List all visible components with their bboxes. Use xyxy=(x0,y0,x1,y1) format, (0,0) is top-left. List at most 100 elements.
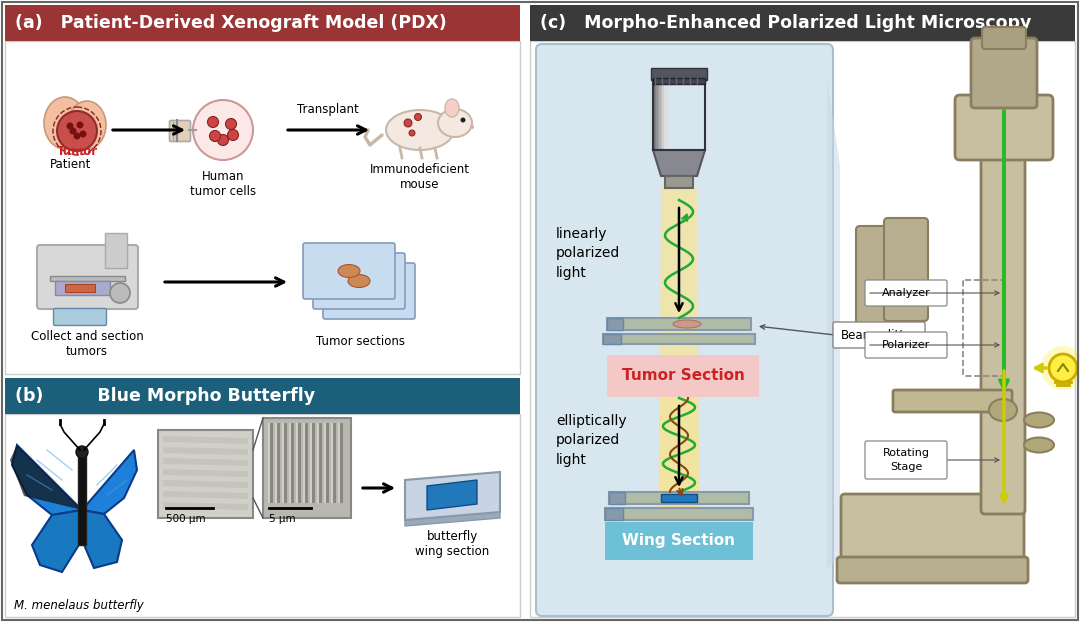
Polygon shape xyxy=(10,445,82,510)
Polygon shape xyxy=(603,334,755,344)
Ellipse shape xyxy=(386,110,454,150)
Bar xyxy=(530,41,1075,617)
Circle shape xyxy=(57,111,97,151)
Polygon shape xyxy=(268,423,270,503)
Text: Wing Section: Wing Section xyxy=(622,534,735,549)
Bar xyxy=(654,80,659,150)
Bar xyxy=(659,80,663,150)
Ellipse shape xyxy=(673,320,701,328)
Text: elliptically
polarized
light: elliptically polarized light xyxy=(556,414,626,466)
Bar xyxy=(661,80,664,150)
Polygon shape xyxy=(427,480,477,510)
Polygon shape xyxy=(282,423,284,503)
Bar xyxy=(158,430,253,518)
Polygon shape xyxy=(319,423,322,503)
Bar xyxy=(609,492,625,504)
Circle shape xyxy=(228,129,239,141)
Text: Tumor: Tumor xyxy=(56,145,97,158)
Bar xyxy=(264,418,351,518)
Ellipse shape xyxy=(348,274,370,287)
Bar xyxy=(65,284,95,292)
Bar xyxy=(653,80,657,150)
Polygon shape xyxy=(12,445,82,515)
FancyBboxPatch shape xyxy=(981,116,1025,514)
Polygon shape xyxy=(291,423,294,503)
Polygon shape xyxy=(653,150,705,176)
Polygon shape xyxy=(275,423,276,503)
Text: Tumor sections: Tumor sections xyxy=(315,335,405,348)
Polygon shape xyxy=(658,398,700,510)
Polygon shape xyxy=(324,423,326,503)
FancyBboxPatch shape xyxy=(170,121,190,141)
Polygon shape xyxy=(333,423,336,503)
FancyBboxPatch shape xyxy=(856,226,902,329)
Polygon shape xyxy=(318,423,319,503)
Text: Beamsplitter: Beamsplitter xyxy=(841,328,917,341)
Bar xyxy=(78,455,86,545)
Polygon shape xyxy=(338,423,340,503)
Bar xyxy=(5,414,519,617)
Polygon shape xyxy=(276,423,280,503)
Circle shape xyxy=(76,446,87,458)
Polygon shape xyxy=(163,502,248,510)
Polygon shape xyxy=(82,450,137,514)
FancyBboxPatch shape xyxy=(313,253,405,309)
Bar xyxy=(656,80,660,150)
Circle shape xyxy=(404,119,411,127)
Polygon shape xyxy=(405,472,500,520)
Bar xyxy=(530,5,1075,41)
Polygon shape xyxy=(312,423,315,503)
Bar xyxy=(661,494,697,502)
Bar xyxy=(605,508,623,520)
FancyBboxPatch shape xyxy=(833,322,924,348)
Circle shape xyxy=(1041,346,1080,390)
Ellipse shape xyxy=(438,109,472,137)
Text: 500 μm: 500 μm xyxy=(166,514,205,524)
Bar xyxy=(5,41,519,374)
FancyBboxPatch shape xyxy=(865,441,947,479)
Circle shape xyxy=(210,131,220,141)
Text: M. menelaus butterfly: M. menelaus butterfly xyxy=(14,599,144,612)
Text: Patient: Patient xyxy=(50,158,92,171)
Polygon shape xyxy=(303,423,305,503)
Bar xyxy=(603,334,621,344)
Polygon shape xyxy=(296,423,298,503)
FancyBboxPatch shape xyxy=(982,27,1026,49)
Bar xyxy=(105,233,127,268)
Circle shape xyxy=(207,116,218,128)
FancyBboxPatch shape xyxy=(323,263,415,319)
FancyBboxPatch shape xyxy=(837,557,1028,583)
Bar xyxy=(653,80,705,150)
FancyBboxPatch shape xyxy=(893,390,1012,412)
Polygon shape xyxy=(163,491,248,499)
Bar xyxy=(605,522,753,560)
Text: Rotating
Stage: Rotating Stage xyxy=(882,448,930,471)
Polygon shape xyxy=(298,423,301,503)
Text: butterfly
wing section: butterfly wing section xyxy=(415,530,489,558)
Text: 5 μm: 5 μm xyxy=(269,514,296,524)
Polygon shape xyxy=(284,423,287,503)
Bar xyxy=(663,80,667,150)
Bar xyxy=(653,78,705,84)
Circle shape xyxy=(460,118,465,123)
Circle shape xyxy=(226,119,237,129)
Polygon shape xyxy=(163,458,248,466)
Ellipse shape xyxy=(68,101,106,149)
Ellipse shape xyxy=(1024,412,1054,427)
FancyBboxPatch shape xyxy=(885,218,928,321)
Polygon shape xyxy=(659,188,699,510)
FancyBboxPatch shape xyxy=(971,38,1037,108)
Polygon shape xyxy=(82,510,122,568)
Polygon shape xyxy=(32,510,82,572)
FancyBboxPatch shape xyxy=(303,243,395,299)
Polygon shape xyxy=(305,423,308,503)
Polygon shape xyxy=(330,423,333,503)
Bar xyxy=(665,176,693,188)
Polygon shape xyxy=(827,80,840,570)
Polygon shape xyxy=(289,423,291,503)
FancyBboxPatch shape xyxy=(865,280,947,306)
Circle shape xyxy=(77,121,83,129)
Text: (c)   Morpho-Enhanced Polarized Light Microscopy: (c) Morpho-Enhanced Polarized Light Micr… xyxy=(540,14,1031,32)
Text: (b)         Blue Morpho Butterfly: (b) Blue Morpho Butterfly xyxy=(15,387,315,405)
Circle shape xyxy=(217,134,229,146)
